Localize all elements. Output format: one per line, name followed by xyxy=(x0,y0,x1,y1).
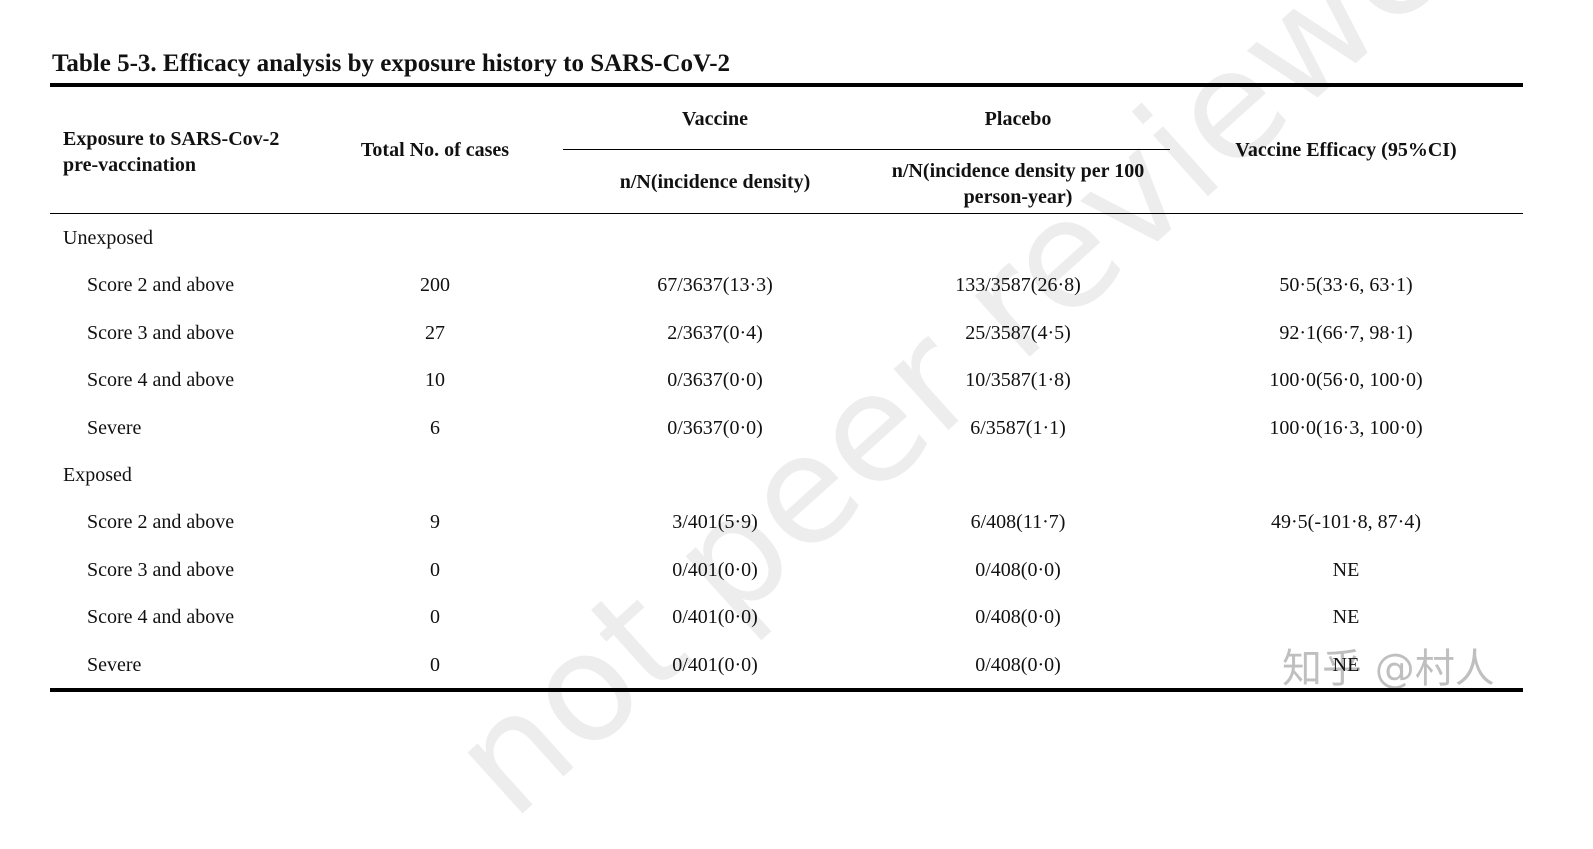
placebo-cell: 0/408(0·0) xyxy=(975,558,1061,581)
header-exposure: Exposure to SARS-Cov-2 pre-vaccination xyxy=(63,128,280,176)
page: not peer reviewed Table 5-3. Efficacy an… xyxy=(50,0,1552,849)
efficacy-cell: 100·0(16·3, 100·0) xyxy=(1269,416,1423,439)
row-label: Score 4 and above xyxy=(87,369,235,392)
row-label: Score 3 and above xyxy=(87,321,235,344)
efficacy-cell: NE xyxy=(1332,606,1360,629)
placebo-cell: 10/3587(1·8) xyxy=(965,369,1071,392)
vaccine-cell: 0/401(0·0) xyxy=(672,653,758,676)
total-cases: 6 xyxy=(430,416,440,439)
efficacy-cell: NE xyxy=(1332,653,1360,676)
row-label: Severe xyxy=(87,416,142,439)
header-efficacy: Vaccine Efficacy (95%CI) xyxy=(1235,139,1457,161)
placebo-cell: 6/408(11·7) xyxy=(970,511,1066,534)
header-placebo-sub: n/N(incidence density per 100 person-yea… xyxy=(891,160,1145,208)
placebo-cell: 133/3587(26·8) xyxy=(955,274,1081,297)
bottom-rule xyxy=(50,688,1523,692)
group-label: Unexposed xyxy=(63,227,153,249)
vaccine-cell: 0/401(0·0) xyxy=(672,606,758,629)
placebo-cell: 0/408(0·0) xyxy=(975,653,1061,676)
table-title: Table 5-3. Efficacy analysis by exposure… xyxy=(52,50,731,77)
total-cases: 0 xyxy=(430,606,440,629)
vaccine-cell: 0/401(0·0) xyxy=(672,558,758,581)
header-placebo: Placebo xyxy=(984,108,1052,130)
total-cases: 0 xyxy=(430,653,440,676)
row-label: Severe xyxy=(87,653,142,676)
vaccine-cell: 0/3637(0·0) xyxy=(667,369,763,392)
row-label: Score 3 and above xyxy=(87,558,235,581)
efficacy-cell: 92·1(66·7, 98·1) xyxy=(1279,321,1413,344)
header-rule xyxy=(50,213,1523,214)
vaccine-cell: 2/3637(0·4) xyxy=(667,321,763,344)
header-vaccine: Vaccine xyxy=(682,108,748,130)
vaccine-cell: 3/401(5·9) xyxy=(672,511,758,534)
placebo-cell: 6/3587(1·1) xyxy=(970,416,1066,439)
total-cases: 10 xyxy=(425,369,445,392)
row-label: Score 2 and above xyxy=(87,511,235,534)
placebo-cell: 0/408(0·0) xyxy=(975,606,1061,629)
vaccine-cell: 0/3637(0·0) xyxy=(667,416,763,439)
header-sub-rule xyxy=(563,149,1170,150)
total-cases: 0 xyxy=(430,558,440,581)
row-label: Score 2 and above xyxy=(87,274,235,297)
placebo-cell: 25/3587(4·5) xyxy=(965,321,1071,344)
vaccine-cell: 67/3637(13·3) xyxy=(657,274,773,297)
top-rule xyxy=(50,83,1523,87)
efficacy-cell: 49·5(-101·8, 87·4) xyxy=(1271,511,1421,534)
row-label: Score 4 and above xyxy=(87,606,235,629)
header-total: Total No. of cases xyxy=(360,139,510,161)
group-label: Exposed xyxy=(63,464,132,486)
total-cases: 9 xyxy=(430,511,440,534)
efficacy-cell: 100·0(56·0, 100·0) xyxy=(1269,369,1423,392)
header-vaccine-sub: n/N(incidence density) xyxy=(619,171,811,193)
efficacy-cell: 50·5(33·6, 63·1) xyxy=(1279,274,1413,297)
total-cases: 27 xyxy=(425,321,445,344)
total-cases: 200 xyxy=(420,274,450,297)
efficacy-cell: NE xyxy=(1332,558,1360,581)
watermark: 知乎 @村人 xyxy=(1282,646,1495,692)
